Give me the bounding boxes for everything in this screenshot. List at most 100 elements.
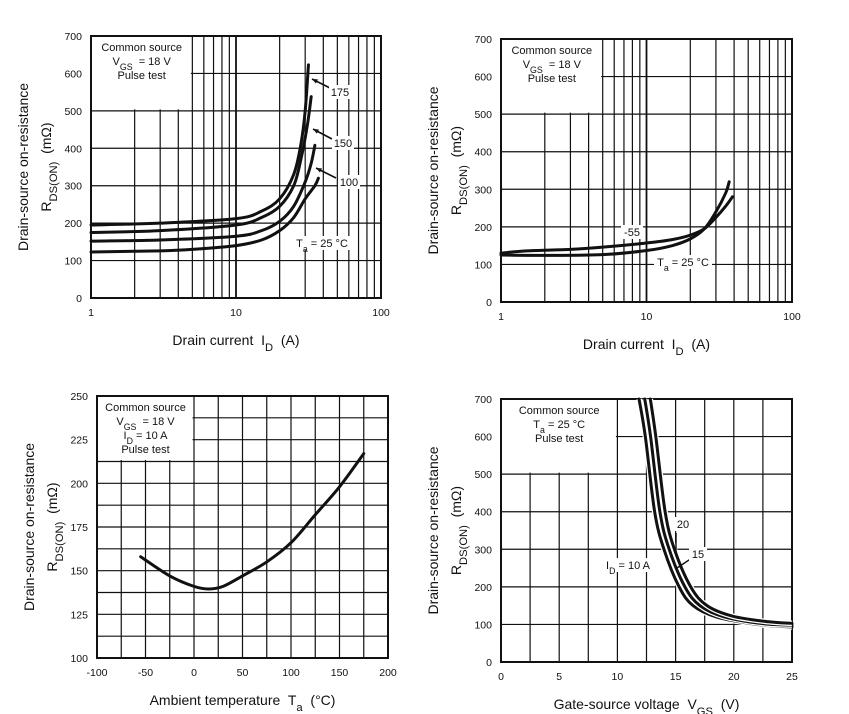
annotation-label: Ta = 25 °C — [296, 238, 348, 254]
label: Drain current — [583, 336, 672, 352]
label: Drain current — [172, 332, 261, 348]
arrowhead-icon — [313, 129, 319, 134]
annotation-label: 175 — [331, 87, 349, 99]
text-segment: V — [113, 56, 121, 68]
text-segment: Pulse test — [535, 433, 583, 445]
plot-frame — [96, 395, 389, 659]
y-tick-label: 225 — [70, 435, 88, 447]
y-tick-label: 200 — [64, 218, 82, 230]
text-segment: Pulse test — [118, 70, 166, 82]
series-line — [648, 397, 794, 625]
unit: (°C) — [303, 692, 336, 708]
y-axis-title: Drain-source on-resistance — [425, 446, 441, 614]
subscript: GS — [697, 706, 713, 714]
text-segment: Pulse test — [528, 73, 576, 85]
text-segment: = 18 V — [133, 56, 172, 68]
text-segment: = 18 V — [543, 59, 582, 71]
y-tick-label: 200 — [474, 222, 492, 234]
text-segment: Common source — [511, 45, 592, 57]
text-segment: V — [523, 59, 531, 71]
text-segment: 20 — [677, 519, 689, 531]
y-tick-label: 125 — [70, 609, 88, 621]
annotation-label: 150 — [334, 138, 352, 150]
y-tick-label: 600 — [474, 72, 492, 84]
symbol: R — [44, 561, 60, 571]
x-tick-label: 5 — [556, 671, 562, 683]
conditions-line: Pulse test — [121, 444, 169, 456]
x-tick-label: 1 — [498, 311, 504, 323]
x-tick-label: 1 — [88, 307, 94, 319]
conditions-line: VGS = 18 V — [113, 56, 172, 72]
subscript: a — [303, 244, 308, 254]
annotation-background — [599, 558, 657, 572]
conditions-line: Common source — [101, 42, 182, 54]
y-tick-label: 400 — [64, 143, 82, 155]
subscript: DS(ON) — [54, 521, 66, 561]
symbol: R — [448, 205, 464, 215]
subscript: D — [676, 346, 684, 358]
y-tick-label: 0 — [486, 657, 492, 669]
symbol: I — [261, 332, 265, 348]
y-tick-label: 700 — [474, 394, 492, 406]
unit: (mΩ) — [448, 486, 464, 525]
conditions-line: Pulse test — [118, 70, 166, 82]
x-tick-label: 100 — [372, 307, 390, 319]
unit: (mΩ) — [448, 126, 464, 165]
annotation-label: 20 — [677, 519, 689, 531]
label: Gate-source voltage — [554, 696, 688, 712]
conditions-line: Pulse test — [535, 433, 583, 445]
annotation-background — [654, 255, 712, 269]
y-tick-label: 500 — [64, 106, 82, 118]
text-segment: 100 — [340, 177, 358, 189]
conditions-line: Pulse test — [528, 73, 576, 85]
text-segment: 15 — [692, 549, 704, 561]
series-line — [89, 95, 313, 234]
y-tick-label: 200 — [474, 582, 492, 594]
unit: (V) — [713, 696, 739, 712]
text-segment: = 10 A — [615, 560, 650, 572]
y-axis-unit: RDS(ON) (mΩ) — [38, 122, 60, 211]
y-axis-title: Drain-source on-resistance — [425, 86, 441, 254]
text-segment: = 10 A — [133, 430, 168, 442]
subscript: D — [127, 436, 133, 446]
subscript: DS(ON) — [458, 165, 470, 205]
text-segment: = 25 °C — [669, 257, 709, 269]
y-tick-label: 150 — [70, 566, 88, 578]
conditions-line: Ta = 25 °C — [533, 419, 585, 435]
annotation-background — [338, 175, 360, 189]
annotation-background — [621, 225, 643, 239]
conditions-line: Common source — [511, 45, 592, 57]
text-segment: Common source — [101, 42, 182, 54]
conditions-box — [98, 397, 193, 460]
y-tick-label: 0 — [486, 297, 492, 309]
text-segment: T — [657, 257, 664, 269]
text-segment: = 25 °C — [308, 238, 348, 250]
annotation-background — [329, 85, 351, 99]
x-tick-label: 50 — [237, 667, 249, 679]
y-axis-unit: RDS(ON) (mΩ) — [44, 482, 66, 571]
annotation-background — [293, 236, 351, 250]
arrowhead-icon — [316, 168, 322, 173]
conditions-line: Common source — [519, 405, 600, 417]
x-axis-title: Gate-source voltage VGS (V) — [554, 696, 740, 714]
series-line — [89, 176, 320, 254]
label: Ambient temperature — [150, 692, 288, 708]
text-segment: -55 — [624, 227, 640, 239]
x-tick-label: -50 — [138, 667, 153, 679]
y-tick-label: 250 — [70, 391, 88, 403]
conditions-box — [502, 400, 616, 473]
y-tick-label: 300 — [474, 544, 492, 556]
x-tick-label: 200 — [379, 667, 397, 679]
conditions-line: Common source — [105, 402, 186, 414]
text-segment: I — [606, 560, 609, 572]
text-segment: Pulse test — [121, 444, 169, 456]
x-tick-label: 0 — [191, 667, 197, 679]
y-tick-label: 100 — [64, 256, 82, 268]
unit: (mΩ) — [44, 482, 60, 521]
series-line — [89, 63, 310, 227]
subscript: D — [265, 342, 273, 354]
conditions-line: VGS = 18 V — [523, 59, 582, 75]
unit: (mΩ) — [38, 122, 54, 161]
